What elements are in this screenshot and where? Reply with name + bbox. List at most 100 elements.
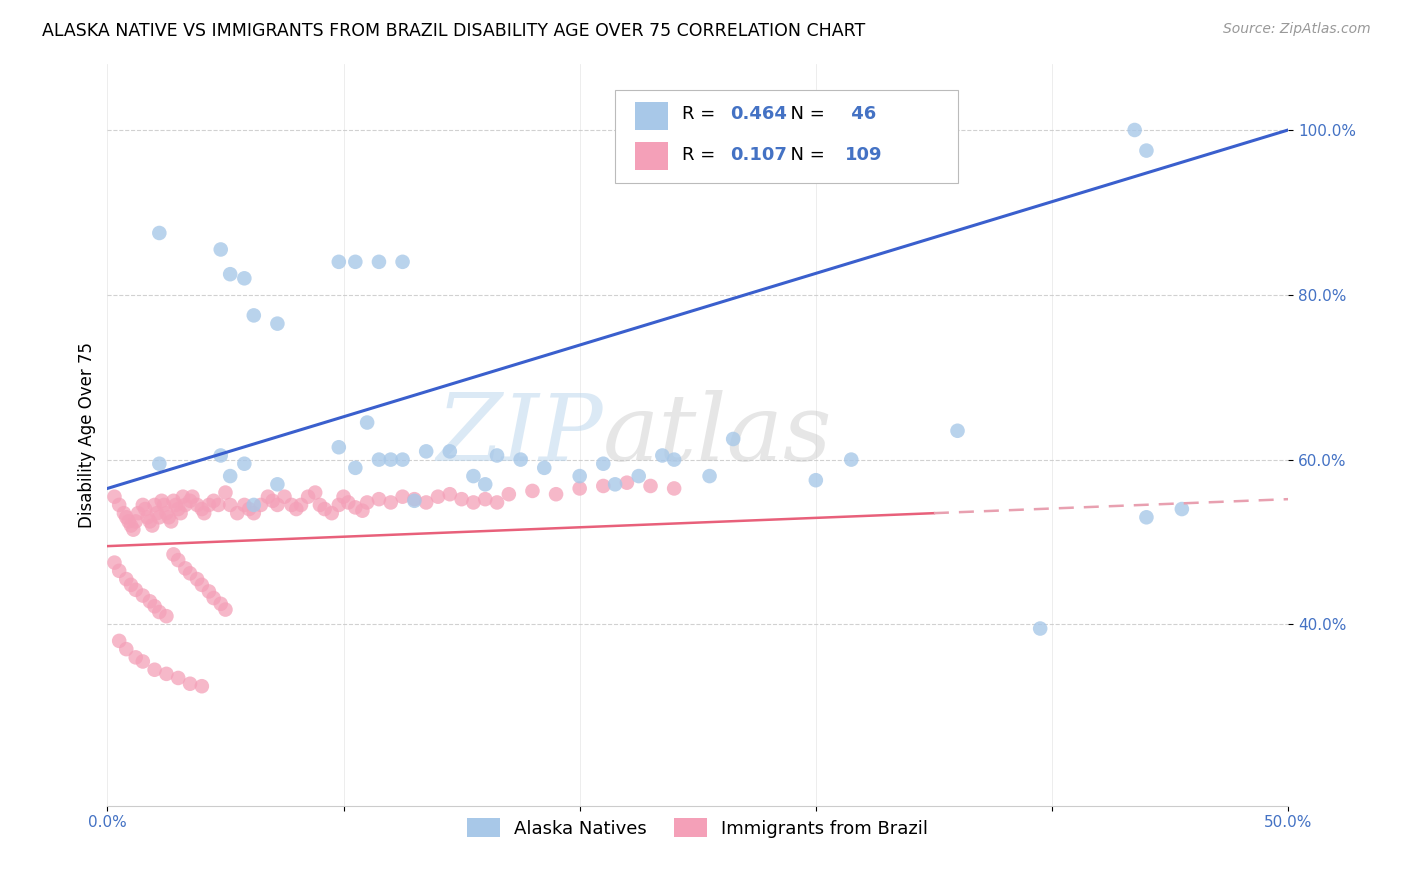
Point (309, 498, 332, 512)
Point (153, 498, 176, 512)
Point (167, 502, 190, 516)
Point (226, 506, 249, 520)
Point (125, 650, 148, 665)
Point (143, 599, 166, 614)
Point (167, 553, 190, 567)
Point (439, 444, 461, 458)
Point (337, 495, 360, 509)
Point (179, 493, 201, 508)
Point (404, 492, 426, 507)
Point (651, 449, 673, 463)
Point (721, 432, 744, 446)
Point (141, 518, 163, 533)
Bar (636, 103, 668, 130)
Point (108, 564, 131, 578)
Point (209, 243, 232, 257)
Point (186, 498, 208, 512)
Point (148, 457, 170, 471)
Point (328, 498, 350, 512)
Point (148, 510, 170, 524)
Point (139, 594, 162, 608)
Point (155, 609, 177, 624)
Point (391, 255, 413, 269)
Point (233, 498, 256, 512)
Point (139, 515, 162, 529)
Point (115, 642, 138, 657)
FancyBboxPatch shape (614, 90, 957, 183)
Point (1135, 510, 1157, 524)
Point (174, 498, 197, 512)
Point (474, 477, 496, 491)
Point (103, 556, 125, 570)
Point (108, 633, 131, 648)
Point (243, 309, 266, 323)
Point (273, 490, 295, 504)
Point (592, 479, 614, 493)
Point (280, 498, 302, 512)
Point (290, 498, 312, 512)
Point (191, 578, 214, 592)
Point (169, 506, 191, 520)
Point (486, 449, 509, 463)
Point (136, 510, 159, 524)
Y-axis label: Disability Age Over 75: Disability Age Over 75 (79, 342, 96, 528)
Point (427, 490, 450, 504)
Point (219, 469, 242, 483)
Point (699, 469, 721, 483)
Point (103, 490, 125, 504)
Point (243, 506, 266, 520)
Point (143, 663, 166, 677)
Point (380, 452, 402, 467)
Point (544, 487, 567, 501)
Point (486, 495, 509, 509)
Point (391, 490, 413, 504)
Point (1171, 502, 1194, 516)
Point (186, 572, 208, 586)
Point (125, 582, 148, 597)
Point (219, 267, 242, 281)
Point (181, 490, 204, 504)
Point (198, 498, 221, 512)
Point (132, 498, 155, 512)
Point (839, 452, 862, 467)
Point (592, 457, 614, 471)
Text: R =: R = (682, 105, 721, 123)
Point (233, 271, 256, 285)
Point (533, 460, 555, 475)
Point (238, 502, 260, 516)
Point (132, 655, 155, 669)
Point (474, 492, 496, 507)
Point (160, 515, 183, 529)
Text: 46: 46 (845, 105, 876, 123)
Point (134, 502, 156, 516)
Text: 109: 109 (845, 146, 883, 164)
Point (344, 255, 367, 269)
Point (391, 452, 413, 467)
Point (450, 492, 472, 507)
Text: ALASKA NATIVE VS IMMIGRANTS FROM BRAZIL DISABILITY AGE OVER 75 CORRELATION CHART: ALASKA NATIVE VS IMMIGRANTS FROM BRAZIL … (42, 22, 866, 40)
Point (266, 498, 288, 512)
Point (132, 589, 155, 603)
Point (662, 482, 685, 496)
Point (415, 444, 437, 458)
Point (155, 666, 177, 681)
Point (640, 479, 662, 493)
Point (174, 561, 197, 575)
Point (165, 498, 187, 512)
Point (368, 255, 391, 269)
Point (380, 495, 402, 509)
Point (1029, 622, 1052, 636)
Point (179, 566, 201, 581)
Point (616, 475, 638, 490)
Point (143, 498, 166, 512)
Text: 0.464: 0.464 (730, 105, 786, 123)
Point (120, 578, 142, 592)
Text: Source: ZipAtlas.com: Source: ZipAtlas.com (1223, 22, 1371, 37)
Point (356, 495, 378, 509)
Point (243, 498, 266, 512)
Point (368, 492, 391, 507)
Point (108, 498, 131, 512)
Point (167, 671, 190, 685)
Point (662, 452, 685, 467)
Point (162, 547, 184, 561)
